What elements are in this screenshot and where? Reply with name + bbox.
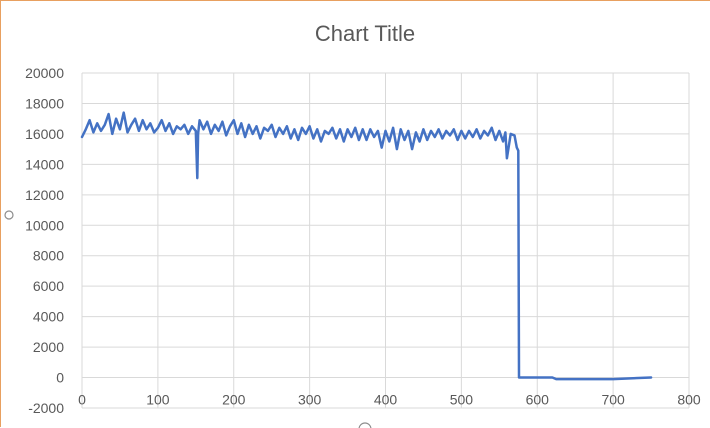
x-tick-label: 500	[450, 392, 474, 408]
x-tick-label: 700	[601, 392, 625, 408]
x-tick-label: 600	[526, 392, 550, 408]
x-tick-label: 0	[78, 392, 86, 408]
left-resize-handle[interactable]	[4, 210, 14, 220]
grid	[81, 72, 690, 409]
y-tick-label: 6000	[33, 278, 64, 294]
x-axis-labels: 0 100 200 300 400 500 600 700 800	[78, 392, 701, 408]
chart-title: Chart Title	[315, 21, 415, 46]
x-tick-label: 300	[298, 392, 322, 408]
y-tick-label: 10000	[25, 217, 64, 233]
y-tick-label: 16000	[25, 126, 64, 142]
y-tick-label: 2000	[33, 339, 64, 355]
y-tick-label: 4000	[33, 309, 64, 325]
x-tick-label: 200	[222, 392, 246, 408]
bottom-resize-handle[interactable]	[358, 422, 372, 428]
x-tick-label: 100	[146, 392, 170, 408]
y-tick-label: 14000	[25, 156, 64, 172]
y-tick-label: 8000	[33, 248, 64, 264]
y-tick-label: 12000	[25, 187, 64, 203]
x-tick-label: 400	[374, 392, 398, 408]
x-tick-label: 800	[677, 392, 701, 408]
series-line	[80, 111, 653, 381]
y-tick-label: 20000	[25, 65, 64, 81]
y-tick-label: 0	[56, 370, 64, 386]
series-layer	[80, 111, 653, 381]
y-tick-label: 18000	[25, 95, 64, 111]
y-axis-labels: -2000 0 2000 4000 6000 8000 10000 12000 14000 160…	[25, 65, 64, 416]
y-tick-label: -2000	[28, 400, 64, 416]
